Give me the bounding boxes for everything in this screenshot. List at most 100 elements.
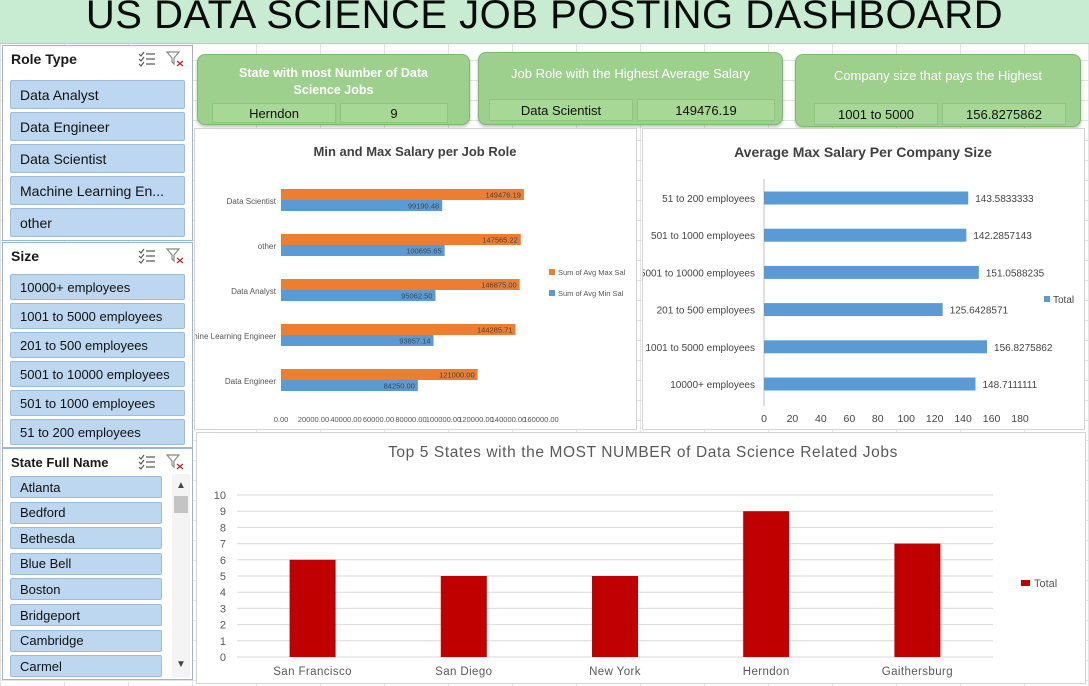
bar-herndon	[743, 511, 790, 657]
state-slicer: State Full Name Atlanta Bedford Bethesda Bl…	[2, 448, 193, 680]
category-label: 5001 to 10000 employees	[643, 268, 755, 279]
bar-max-machine-learning-engineer	[281, 324, 516, 335]
category-label: San Diego	[435, 666, 492, 678]
bar-max-data-scientist	[281, 189, 524, 200]
y-tick-label: 3	[220, 603, 226, 615]
slicer-item-bedford[interactable]: Bedford	[10, 501, 162, 524]
y-tick-label: 10	[214, 490, 226, 502]
size-slicer: Size 10000+ employees 1001 to 5000 employ…	[2, 242, 193, 448]
bar-10000-employees	[764, 377, 976, 391]
clear-filter-icon[interactable]	[165, 248, 184, 264]
bar-min-data-scientist	[281, 200, 443, 211]
kpi-label: Job Role with the Highest Average Salary	[511, 66, 750, 81]
slicer-item-5001-to-10000-employees[interactable]: 5001 to 10000 employees	[10, 361, 185, 387]
category-label: Machine Learning Engineer	[195, 332, 276, 341]
scroll-up-icon[interactable]: ▲	[176, 480, 186, 491]
slicer-item-51-to-200-employees[interactable]: 51 to 200 employees	[10, 419, 185, 445]
clear-filter-icon[interactable]	[165, 51, 184, 67]
scroll-down-icon[interactable]: ▼	[176, 659, 186, 670]
bar-min-data-analyst	[281, 290, 436, 301]
x-tick-label: 160000.00	[523, 415, 558, 424]
data-label: 99190.48	[408, 202, 439, 211]
x-tick-label: 100	[897, 413, 915, 425]
chart-title: Min and Max Salary per Job Role	[314, 144, 517, 159]
clear-filter-icon[interactable]	[165, 454, 184, 470]
slicer-item-201-to-500-employees[interactable]: 201 to 500 employees	[10, 332, 185, 358]
category-label: 501 to 1000 employees	[651, 231, 755, 242]
kpi-card-top-role: Job Role with the Highest Average Salary…	[478, 52, 783, 125]
bar-gaithersburg	[894, 543, 941, 657]
chart-title: Average Max Salary Per Company Size	[734, 144, 992, 160]
y-tick-label: 2	[220, 620, 226, 632]
x-tick-label: 40000.00	[330, 415, 361, 424]
kpi-name: Herndon	[212, 103, 336, 123]
data-label: 147565.22	[482, 236, 517, 245]
x-tick-label: 100000.00	[426, 415, 461, 424]
bar-san-francisco	[289, 559, 336, 657]
slicer-item-1001-to-5000-employees[interactable]: 1001 to 5000 employees	[10, 303, 185, 329]
x-tick-label: 0	[761, 413, 767, 425]
bar-max-data-engineer	[281, 369, 478, 380]
legend-swatch-max	[549, 269, 555, 275]
category-label: 10000+ employees	[670, 380, 755, 391]
slicer-item-carmel[interactable]: Carmel	[10, 655, 162, 678]
y-tick-label: 4	[220, 587, 226, 599]
slicer-item-boston[interactable]: Boston	[10, 578, 162, 601]
x-tick-label: 20	[787, 413, 799, 425]
slicer-item-501-to-1000-employees[interactable]: 501 to 1000 employees	[10, 390, 185, 416]
multi-select-icon[interactable]	[138, 454, 156, 470]
multi-select-icon[interactable]	[138, 248, 156, 264]
y-tick-label: 0	[220, 652, 226, 664]
category-label: Gaithersburg	[882, 666, 953, 678]
category-label: other	[258, 242, 277, 251]
legend-label-min: Sum of Avg Min Sal	[558, 289, 624, 298]
slicer-item-other[interactable]: other	[10, 208, 185, 237]
slicer-item-cambridge[interactable]: Cambridge	[10, 629, 162, 652]
slicer-item-machine-learning-en[interactable]: Machine Learning En...	[10, 176, 185, 205]
state-slicer-title: State Full Name	[11, 454, 109, 470]
slicer-item-blue-bell[interactable]: Blue Bell	[10, 552, 162, 575]
bar-min-other	[281, 245, 445, 256]
bar-new-york	[592, 576, 638, 657]
kpi-value: 156.8275862	[942, 103, 1066, 125]
slicer-item-atlanta[interactable]: Atlanta	[10, 476, 162, 498]
kpi-label: State with most Number of Data Science J…	[239, 66, 428, 97]
slicer-item-10000-employees[interactable]: 10000+ employees	[10, 274, 185, 300]
slicer-item-data-analyst[interactable]: Data Analyst	[10, 80, 185, 109]
data-label: 125.6428571	[950, 306, 1009, 317]
y-tick-label: 1	[220, 636, 226, 648]
y-tick-label: 8	[220, 522, 226, 534]
state-slicer-scrollbar[interactable]: ▲ ▼	[172, 474, 190, 677]
slicer-item-bethesda[interactable]: Bethesda	[10, 527, 162, 550]
data-label: 84250.00	[384, 382, 415, 391]
x-tick-label: 60000.00	[363, 415, 394, 424]
multi-select-icon[interactable]	[138, 51, 156, 67]
data-label: 156.8275862	[994, 343, 1053, 354]
bar-san-diego	[440, 576, 487, 657]
x-tick-label: 120000.00	[458, 415, 493, 424]
legend-swatch-total	[1021, 580, 1030, 586]
scroll-thumb[interactable]	[174, 496, 188, 513]
x-tick-label: 20000.00	[298, 415, 329, 424]
slicer-item-data-engineer[interactable]: Data Engineer	[10, 112, 185, 141]
x-tick-label: 160	[983, 413, 1001, 425]
x-tick-label: 140000.00	[491, 415, 526, 424]
role-type-slicer-header: Role Type	[3, 46, 192, 72]
slicer-item-data-scientist[interactable]: Data Scientist	[10, 144, 185, 173]
top-states-jobs-chart: Top 5 States with the MOST NUMBER of Dat…	[214, 444, 1058, 678]
kpi-name: 1001 to 5000	[814, 103, 938, 125]
role-type-slicer-title: Role Type	[11, 51, 77, 67]
slicer-item-bridgeport[interactable]: Bridgeport	[10, 604, 162, 626]
data-label: 95062.50	[401, 292, 432, 301]
data-label: 149476.19	[485, 191, 520, 200]
x-tick-label: 60	[843, 413, 855, 425]
category-label: Herndon	[743, 666, 790, 678]
bar-max-other	[281, 234, 521, 245]
category-label: San Francisco	[273, 666, 352, 678]
y-tick-label: 5	[220, 571, 226, 583]
data-label: 93857.14	[399, 337, 430, 346]
legend-label-total: Total	[1034, 578, 1057, 590]
company-size-chart-panel: Average Max Salary Per Company Size 51 to…	[642, 128, 1085, 430]
category-label: Data Scientist	[227, 197, 277, 206]
role-type-slicer: Role Type Data Analyst Data Engineer Data …	[2, 45, 193, 241]
